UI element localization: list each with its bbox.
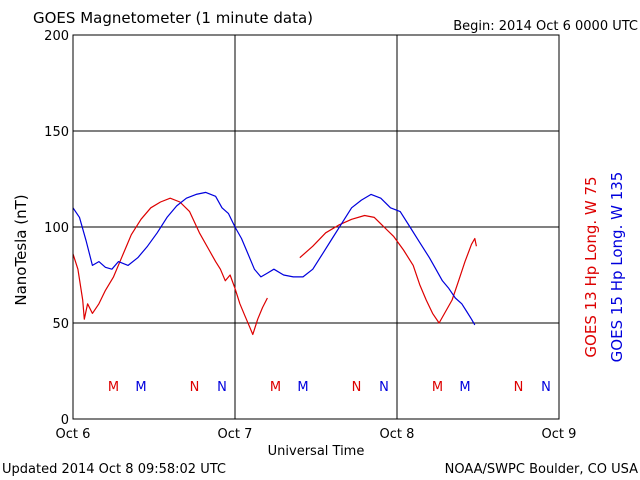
series-line-goes-15-hp	[72, 191, 476, 326]
plot-frame	[72, 34, 560, 420]
series-line-goes-13-hp	[72, 197, 268, 336]
orbit-marker: M	[459, 380, 470, 395]
series-line-goes-13-hp	[299, 214, 477, 324]
x-axis-label: Universal Time	[268, 444, 365, 459]
orbit-marker: M	[108, 380, 119, 395]
y-tick-label: 100	[44, 221, 69, 236]
orbit-marker: N	[190, 380, 200, 395]
orbit-marker: N	[541, 380, 551, 395]
y-tick-label: 0	[61, 413, 69, 428]
goes15-label: GOES 15 Hp Long. W 135	[608, 172, 626, 363]
x-tick-label: Oct 7	[218, 427, 253, 442]
orbit-marker: N	[217, 380, 227, 395]
y-tick-label: 50	[52, 317, 69, 332]
y-tick-labels: 0 50 100 150 200	[44, 29, 69, 428]
orbit-marker: N	[514, 380, 524, 395]
orbit-marker: M	[432, 380, 443, 395]
updated-timestamp: Updated 2014 Oct 8 09:58:02 UTC	[2, 462, 226, 477]
chart-title: GOES Magnetometer (1 minute data)	[33, 9, 313, 27]
source-credit: NOAA/SWPC Boulder, CO USA	[445, 462, 638, 477]
x-tick-label: Oct 8	[380, 427, 415, 442]
x-tick-labels: Oct 6 Oct 7 Oct 8 Oct 9	[56, 427, 577, 442]
x-tick-label: Oct 6	[56, 427, 91, 442]
series-lines	[72, 191, 477, 336]
orbit-marker: M	[270, 380, 281, 395]
orbit-marker: N	[379, 380, 389, 395]
x-tick-label: Oct 9	[542, 427, 577, 442]
begin-label: Begin: 2014 Oct 6 0000 UTC	[453, 19, 638, 34]
goes13-label: GOES 13 Hp Long. W 75	[582, 176, 600, 357]
y-axis-label: NanoTesla (nT)	[12, 194, 30, 305]
y-tick-label: 150	[44, 125, 69, 140]
orbit-marker: M	[135, 380, 146, 395]
y-tick-label: 200	[44, 29, 69, 44]
orbit-marker: N	[352, 380, 362, 395]
orbit-marker: M	[297, 380, 308, 395]
